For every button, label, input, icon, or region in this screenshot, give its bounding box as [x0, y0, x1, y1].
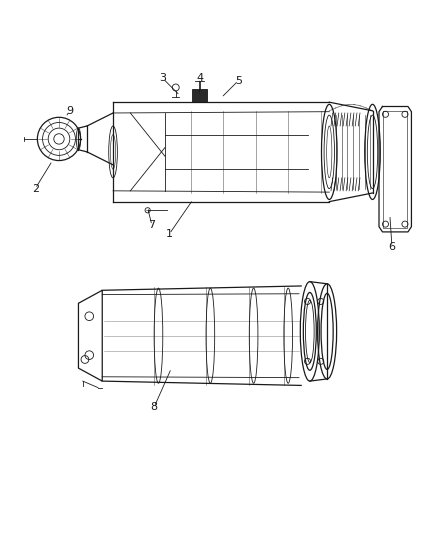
FancyBboxPatch shape [192, 89, 207, 102]
Text: 4: 4 [196, 74, 203, 83]
Text: 8: 8 [151, 402, 158, 412]
Text: 1: 1 [166, 229, 173, 239]
Text: 7: 7 [148, 221, 155, 230]
Text: 5: 5 [235, 76, 242, 86]
Text: 2: 2 [32, 184, 39, 193]
Text: 3: 3 [159, 74, 166, 83]
Text: 9: 9 [66, 106, 74, 116]
Text: 6: 6 [389, 242, 396, 252]
